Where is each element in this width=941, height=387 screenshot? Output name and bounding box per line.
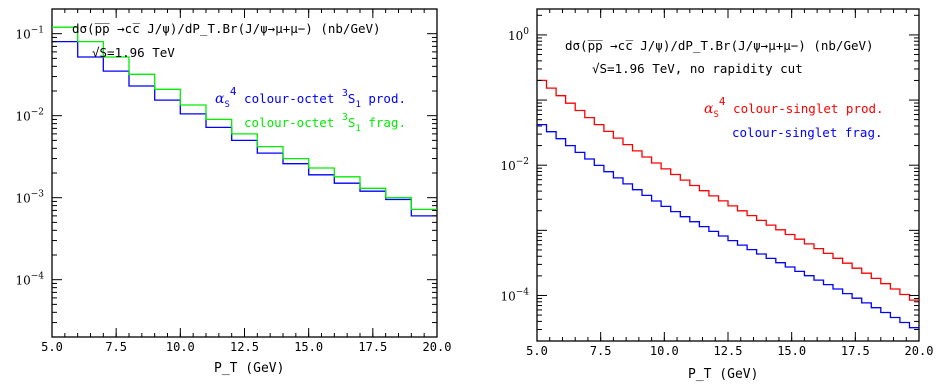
series-line-1 <box>537 123 919 329</box>
x-tick-label: 10.0 <box>650 344 679 358</box>
y-tick-label: 10−3 <box>15 190 44 206</box>
left-panel: 5.0 7.5 10.0 12.5 15.0 17.5 20.0 10−1 10−2 10−3 10… <box>15 8 452 376</box>
series-line-0 <box>52 40 437 217</box>
legend-entry-octet-frag: colour-octet 3S1 frag. <box>244 112 406 134</box>
legend-text: colour-octet <box>244 115 342 130</box>
x-tick-label: 20.0 <box>423 340 452 354</box>
series-lines <box>52 26 437 217</box>
y-tick-label: 10−2 <box>15 108 44 124</box>
x-tick-label: 12.5 <box>230 340 259 354</box>
chart-title: dσ(p̅p̅ →cc̅ J/ψ)/dP_T.Br(J/ψ→μ+μ−) (nb/… <box>565 38 874 53</box>
plot-frame <box>536 8 920 342</box>
legend-alpha: α <box>704 101 714 117</box>
legend-state: S <box>348 115 356 130</box>
y-tick-label: 10−1 <box>15 26 44 42</box>
series-line-1 <box>52 26 437 211</box>
legend-alpha-sup: 4 <box>230 85 237 98</box>
y-tick-label: 100 <box>508 27 529 43</box>
x-axis-label: P_T (GeV) <box>688 367 758 382</box>
legend-state-sup: 3 <box>342 88 348 99</box>
legend-alpha-sub: S <box>224 100 229 110</box>
legend-state-sub: 1 <box>355 100 360 110</box>
right-panel: 5.0 7.5 10.0 12.5 15.0 17.5 20.0 100 10−2 10−4 dσ… <box>500 8 933 382</box>
legend-text: colour-octet <box>237 91 342 106</box>
x-tick-label: 7.5 <box>105 340 127 354</box>
x-tick-label: 7.5 <box>590 344 612 358</box>
axis-ticks: 5.0 7.5 10.0 12.5 15.0 17.5 20.0 10−1 10−2 10−3 10… <box>15 8 452 354</box>
axis-ticks: 5.0 7.5 10.0 12.5 15.0 17.5 20.0 100 10−2 10−4 <box>500 9 933 358</box>
legend-state-sub: 1 <box>355 124 360 134</box>
chart-title: dσ(p̅p̅ →cc̅ J/ψ)/dP_T.Br(J/ψ→μ+μ−) (nb/… <box>72 21 381 36</box>
energy-annotation: √S=1.96 TeV <box>92 45 175 60</box>
y-tick-label: 10−2 <box>500 157 529 173</box>
x-tick-label: 17.5 <box>841 344 870 358</box>
series-line-0 <box>537 79 919 301</box>
legend-suffix: frag. <box>361 115 406 130</box>
x-tick-label: 20.0 <box>905 344 934 358</box>
legend-state-sup: 3 <box>342 112 348 123</box>
x-tick-label: 17.5 <box>358 340 387 354</box>
legend-entry-octet-prod: αS4 colour-octet 3S1 prod. <box>215 85 406 110</box>
legend-alpha-sup: 4 <box>719 95 726 108</box>
x-tick-label: 15.0 <box>294 340 323 354</box>
x-tick-label: 5.0 <box>526 344 548 358</box>
y-tick-label: 10−4 <box>500 287 529 303</box>
x-tick-label: 15.0 <box>777 344 806 358</box>
y-tick-label: 10−4 <box>15 272 44 288</box>
legend-suffix: prod. <box>361 91 406 106</box>
legend-text: colour-singlet prod. <box>726 101 884 116</box>
x-tick-label: 12.5 <box>714 344 743 358</box>
legend-state: S <box>348 91 356 106</box>
legend-alpha-sub: S <box>713 110 718 120</box>
legend-entry-singlet-prod: αS4 colour-singlet prod. <box>704 95 884 120</box>
series-lines <box>537 79 919 329</box>
x-tick-label: 10.0 <box>166 340 195 354</box>
legend-entry-singlet-frag: colour-singlet frag. <box>732 125 883 140</box>
legend-alpha: α <box>215 91 225 107</box>
energy-annotation: √S=1.96 TeV, no rapidity cut <box>592 61 803 76</box>
x-axis-label: P_T (GeV) <box>214 361 284 376</box>
x-tick-label: 5.0 <box>41 340 63 354</box>
